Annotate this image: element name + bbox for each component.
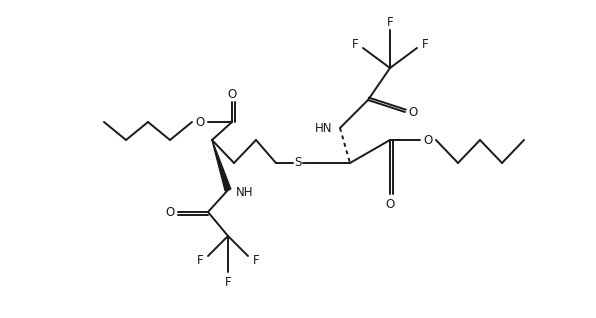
Text: O: O bbox=[165, 205, 175, 218]
Polygon shape bbox=[212, 140, 231, 191]
Text: F: F bbox=[253, 253, 259, 266]
Text: O: O bbox=[228, 87, 237, 100]
Text: HN: HN bbox=[315, 121, 332, 135]
Text: O: O bbox=[423, 134, 433, 147]
Text: O: O bbox=[386, 198, 395, 211]
Text: NH: NH bbox=[236, 186, 253, 199]
Text: F: F bbox=[197, 253, 203, 266]
Text: F: F bbox=[225, 275, 231, 288]
Text: F: F bbox=[422, 38, 429, 51]
Text: F: F bbox=[352, 38, 358, 51]
Text: O: O bbox=[408, 106, 418, 119]
Text: S: S bbox=[294, 156, 302, 169]
Text: F: F bbox=[387, 16, 393, 29]
Text: O: O bbox=[195, 115, 204, 128]
